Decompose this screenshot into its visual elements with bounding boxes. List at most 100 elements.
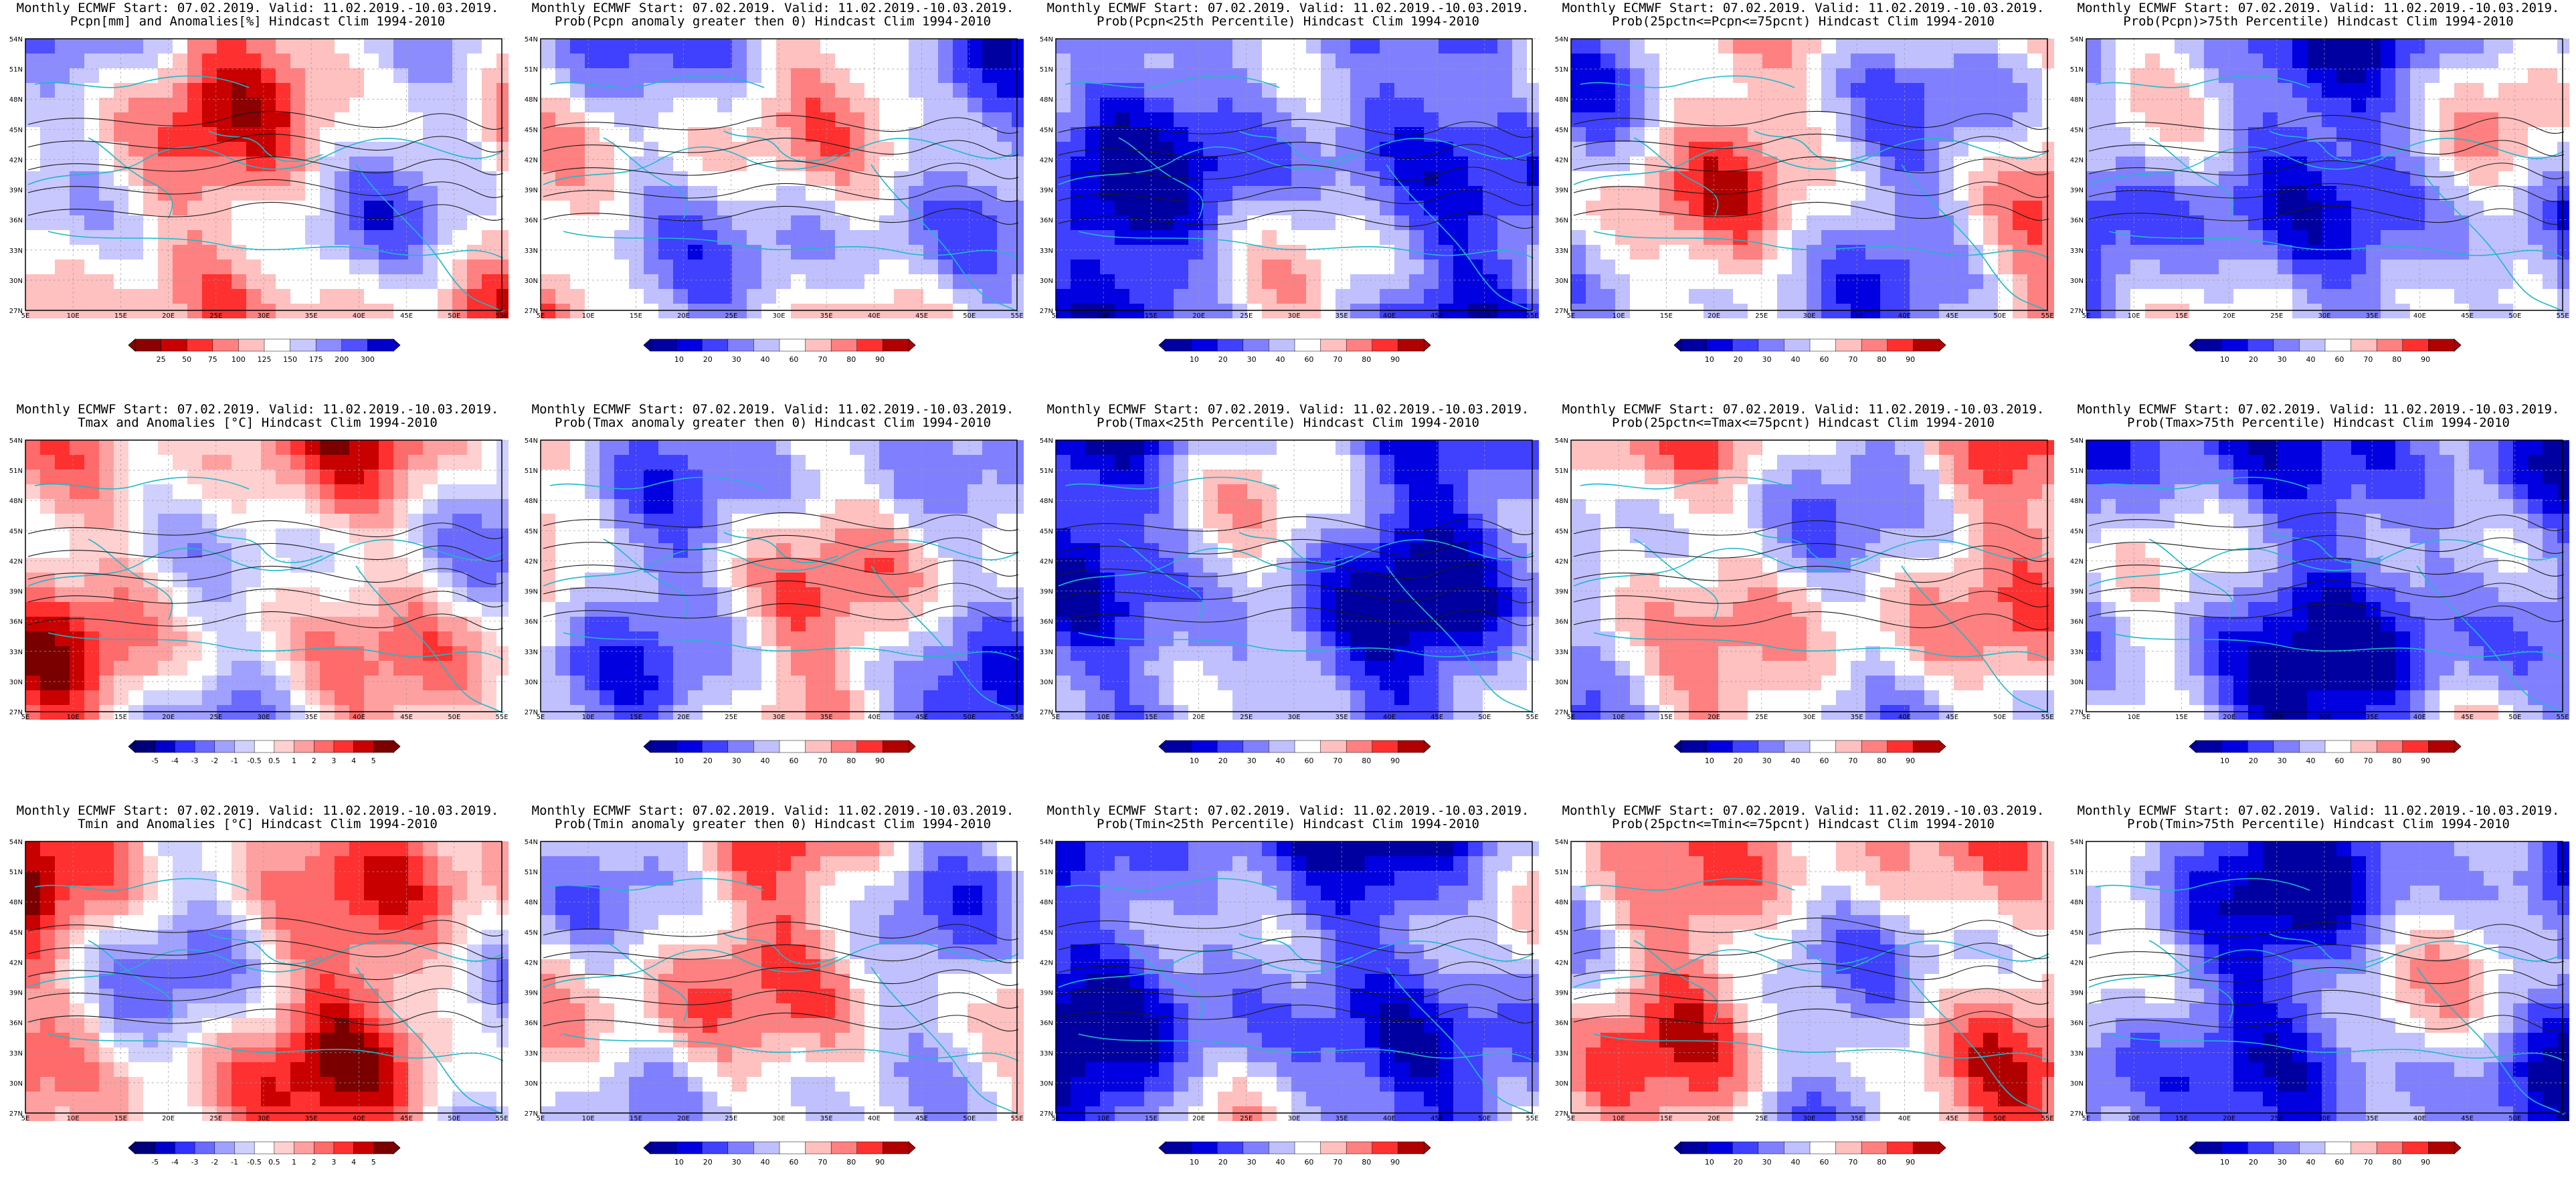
field-cell <box>217 171 232 187</box>
field-cell <box>1512 201 1528 216</box>
field-cell <box>1954 127 1969 142</box>
field-cell <box>393 646 409 662</box>
field-cell <box>2454 260 2470 275</box>
lat-tick-label: 54N <box>1040 36 1053 43</box>
field-cell <box>614 661 630 676</box>
field-cell <box>1497 127 1513 142</box>
field-cell <box>1615 304 1631 318</box>
panel-subtitle: Prob(Tmax anomaly greater then 0) Hindca… <box>554 415 992 430</box>
field-cell <box>614 260 630 275</box>
field-cell <box>438 470 453 485</box>
field-cell <box>1851 142 1866 157</box>
field-cell <box>864 289 880 304</box>
field-cell <box>761 602 777 617</box>
field-cell <box>658 274 674 290</box>
field-cell <box>128 127 144 142</box>
field-cell <box>2248 215 2264 231</box>
field-cell <box>305 543 320 559</box>
field-cell <box>1586 39 1601 54</box>
field-cell <box>423 705 438 720</box>
field-cell <box>217 186 232 201</box>
field-cell <box>600 617 615 632</box>
field-cell <box>1321 289 1336 304</box>
colorbar-swatch <box>254 740 275 753</box>
field-cell <box>717 304 733 318</box>
field-cell <box>585 68 600 84</box>
field-cell <box>84 39 100 54</box>
field-cell <box>1777 230 1792 245</box>
field-cell <box>982 112 998 128</box>
field-cell <box>570 705 585 720</box>
field-cell <box>864 112 880 128</box>
field-cell <box>2440 215 2455 231</box>
field-cell <box>1689 112 1704 128</box>
field-cell <box>2469 39 2484 54</box>
field-cell <box>673 558 688 573</box>
field-cell <box>541 470 556 485</box>
field-cell <box>776 83 792 98</box>
field-cell <box>1512 186 1528 201</box>
field-cell <box>1615 157 1631 172</box>
field-cell <box>1439 98 1454 113</box>
field-cell <box>2278 98 2293 113</box>
field-cell <box>2307 260 2322 275</box>
field-cell <box>305 602 320 617</box>
field-cell <box>1100 230 1115 245</box>
field-cell <box>335 646 350 662</box>
map-frame <box>1055 38 1533 311</box>
field-cell <box>923 617 939 632</box>
field-cell <box>1762 245 1778 260</box>
field-cell <box>1895 142 1910 157</box>
field-cell <box>379 39 394 54</box>
field-cell <box>2395 260 2411 275</box>
field-cell <box>894 631 909 647</box>
field-cell <box>1012 631 1024 647</box>
field-cell <box>2086 186 2102 201</box>
field-cell <box>2543 112 2558 128</box>
field-cell <box>997 127 1012 142</box>
field-cell <box>688 484 703 500</box>
field-cell <box>1645 289 1660 304</box>
field-cell <box>55 127 70 142</box>
field-cell <box>1689 304 1704 318</box>
field-cell <box>1586 245 1601 260</box>
field-cell <box>982 245 998 260</box>
field-cell <box>2013 142 2028 157</box>
field-cell <box>923 602 939 617</box>
field-cell <box>1159 54 1174 69</box>
forecast-panel: Monthly ECMWF Start: 07.02.2019. Valid: … <box>0 0 515 401</box>
field-cell <box>276 215 291 231</box>
field-cell <box>732 83 747 98</box>
colorbar-swatch <box>727 338 755 352</box>
field-cell <box>864 440 880 456</box>
contour <box>27 520 504 539</box>
field-cell <box>2233 230 2249 245</box>
field-cell <box>1174 274 1189 290</box>
colorbar-low-arrow <box>643 740 651 753</box>
field-cell <box>2557 83 2569 98</box>
field-cell <box>467 83 482 98</box>
field-cell <box>467 661 482 676</box>
field-cell <box>2469 260 2484 275</box>
field-cell <box>349 98 365 113</box>
contour <box>543 137 1019 157</box>
field-cell <box>143 186 159 201</box>
field-cell <box>305 171 320 187</box>
field-cell <box>1983 230 1999 245</box>
field-cell <box>496 201 509 216</box>
field-cell <box>1159 171 1174 187</box>
field-cell <box>2086 39 2102 54</box>
field-cell <box>2498 215 2514 231</box>
field-cell <box>2204 186 2219 201</box>
field-cell <box>1174 54 1189 69</box>
field-cell <box>2101 201 2116 216</box>
field-cell <box>614 440 630 456</box>
field-cell <box>1910 171 1925 187</box>
field-cell <box>349 455 365 470</box>
field-cell <box>1968 304 1984 318</box>
field-cell <box>379 440 394 456</box>
field-cell <box>997 587 1012 603</box>
field-cell <box>2292 68 2308 84</box>
field-cell <box>467 127 482 142</box>
field-cell <box>1380 127 1395 142</box>
